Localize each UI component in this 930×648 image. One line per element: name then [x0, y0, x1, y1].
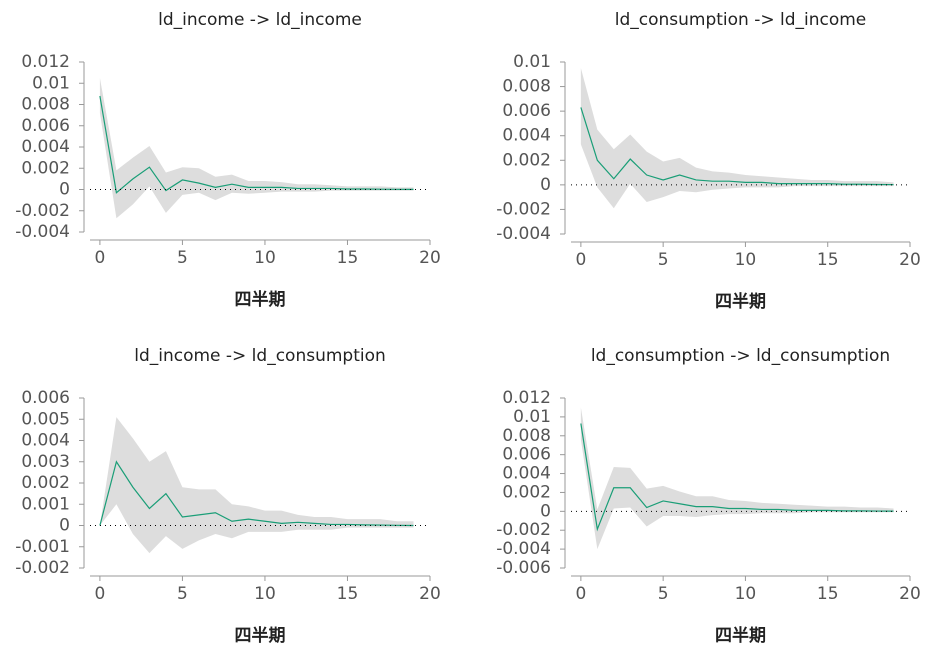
y-tick-label: 0.001: [21, 494, 70, 514]
y-tick-label: 0.01: [513, 407, 551, 427]
y-tick-label: 0.002: [21, 158, 70, 178]
y-tick-label: 0.008: [502, 77, 551, 97]
y-tick-label: 0.012: [21, 52, 70, 72]
y-tick-label: 0.004: [502, 126, 551, 146]
x-tick-label: 15: [817, 584, 839, 604]
x-tick-label: 10: [254, 248, 276, 268]
x-axis-label: 四半期: [715, 291, 766, 312]
x-tick-label: 10: [254, 584, 276, 604]
x-tick-label: 5: [658, 584, 669, 604]
y-tick-label: -0.002: [15, 201, 70, 221]
x-tick-label: 10: [735, 250, 757, 270]
x-tick-label: 20: [419, 584, 441, 604]
y-tick-label: 0.012: [502, 388, 551, 408]
y-tick-label: 0.002: [21, 473, 70, 493]
response-line: [580, 423, 894, 532]
x-tick-label: 20: [419, 248, 441, 268]
y-tick-label: 0.006: [21, 116, 70, 136]
x-tick-label: 15: [817, 250, 839, 270]
y-tick-label: 0.004: [21, 137, 70, 157]
y-tick-label: 0.006: [21, 388, 70, 408]
y-tick-label: -0.002: [496, 199, 551, 219]
x-tick-label: 5: [177, 248, 188, 268]
x-tick-label: 0: [94, 584, 105, 604]
y-tick-label: 0.006: [502, 445, 551, 465]
y-tick-label: 0.002: [502, 150, 551, 170]
y-tick-label: 0.005: [21, 409, 70, 429]
x-tick-label: 10: [735, 584, 757, 604]
y-tick-label: -0.004: [15, 222, 70, 242]
y-tick-label: 0.006: [502, 101, 551, 121]
y-tick-label: -0.001: [15, 537, 70, 557]
x-axis-label: 四半期: [715, 625, 766, 646]
y-tick-label: 0: [59, 516, 70, 536]
x-tick-label: 0: [575, 584, 586, 604]
x-tick-label: 0: [94, 248, 105, 268]
confidence-band: [99, 77, 414, 219]
y-tick-label: -0.006: [496, 558, 551, 578]
response-line: [99, 460, 414, 527]
x-tick-label: 20: [899, 250, 921, 270]
x-tick-label: 15: [337, 584, 359, 604]
y-tick-label: 0.004: [21, 431, 70, 451]
x-tick-label: 5: [658, 250, 669, 270]
x-tick-label: 20: [899, 584, 921, 604]
y-tick-label: 0: [540, 501, 551, 521]
x-tick-label: 15: [337, 248, 359, 268]
confidence-band: [580, 407, 894, 550]
y-tick-label: 0.003: [21, 452, 70, 472]
x-axis-label: 四半期: [235, 625, 286, 646]
chart-title: ld_income -> ld_consumption: [134, 346, 386, 366]
y-tick-label: -0.002: [496, 520, 551, 540]
x-tick-label: 5: [177, 584, 188, 604]
y-tick-label: -0.002: [15, 558, 70, 578]
x-tick-label: 0: [575, 250, 586, 270]
y-tick-label: 0: [540, 175, 551, 195]
chart-title: ld_income -> ld_income: [158, 10, 362, 30]
y-tick-label: 0.004: [502, 464, 551, 484]
response-line: [580, 107, 894, 186]
chart-title: ld_consumption -> ld_consumption: [591, 346, 890, 366]
y-tick-label: -0.004: [496, 539, 551, 559]
confidence-band: [99, 417, 414, 554]
y-tick-label: 0.008: [502, 426, 551, 446]
y-tick-label: 0.01: [513, 52, 551, 72]
y-tick-label: 0.002: [502, 482, 551, 502]
response-line: [99, 95, 414, 194]
chart-title: ld_consumption -> ld_income: [615, 10, 867, 30]
y-tick-label: 0.01: [32, 73, 70, 93]
y-tick-label: -0.004: [496, 224, 551, 244]
y-tick-label: 0.008: [21, 95, 70, 115]
confidence-band: [580, 68, 894, 209]
x-axis-label: 四半期: [235, 289, 286, 310]
y-tick-label: 0: [59, 180, 70, 200]
